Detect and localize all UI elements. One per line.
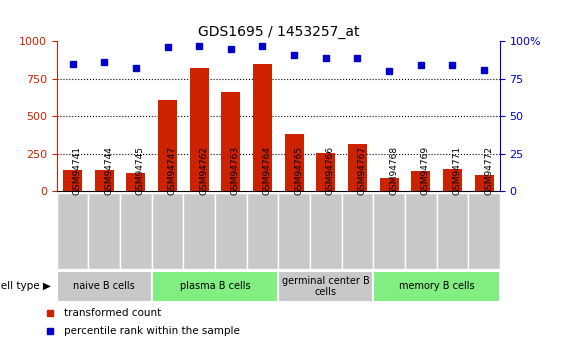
Text: GSM94763: GSM94763 [231,146,240,196]
Text: GSM94762: GSM94762 [199,147,208,196]
Bar [152,271,278,302]
Bar [183,193,215,269]
Text: transformed count: transformed count [64,308,161,318]
Bar [253,64,272,191]
Text: naive B cells: naive B cells [73,282,135,291]
Bar [190,68,208,191]
Bar [468,193,500,269]
Bar [95,170,114,191]
Bar [120,193,152,269]
Text: GSM94765: GSM94765 [294,146,303,196]
Bar [437,193,468,269]
Text: cell type ▶: cell type ▶ [0,282,51,291]
Text: GSM94764: GSM94764 [262,147,272,196]
Bar [373,271,500,302]
Bar [316,153,335,191]
Bar [348,144,367,191]
Bar [474,175,494,191]
Text: GSM94767: GSM94767 [357,146,366,196]
Bar [405,193,437,269]
Bar [247,193,278,269]
Text: GSM94744: GSM94744 [105,147,113,196]
Bar [152,193,183,269]
Text: GSM94769: GSM94769 [421,146,430,196]
Bar [373,193,405,269]
Bar [285,135,304,191]
Text: plasma B cells: plasma B cells [179,282,250,291]
Bar [278,271,373,302]
Title: GDS1695 / 1453257_at: GDS1695 / 1453257_at [198,25,359,39]
Bar [341,193,373,269]
Text: memory B cells: memory B cells [399,282,474,291]
Text: GSM94741: GSM94741 [73,147,82,196]
Bar [411,171,430,191]
Text: GSM94747: GSM94747 [168,147,177,196]
Text: germinal center B
cells: germinal center B cells [282,276,370,297]
Bar [278,193,310,269]
Bar [57,271,152,302]
Bar [57,193,89,269]
Text: percentile rank within the sample: percentile rank within the sample [64,326,240,335]
Bar [379,178,399,191]
Bar [222,92,240,191]
Text: GSM94771: GSM94771 [452,146,461,196]
Text: GSM94768: GSM94768 [389,146,398,196]
Text: GSM94772: GSM94772 [484,147,493,196]
Bar [127,174,145,191]
Bar [89,193,120,269]
Text: GSM94766: GSM94766 [326,146,335,196]
Bar [158,100,177,191]
Text: GSM94745: GSM94745 [136,147,145,196]
Bar [443,169,462,191]
Bar [215,193,247,269]
Bar [63,170,82,191]
Bar [310,193,341,269]
